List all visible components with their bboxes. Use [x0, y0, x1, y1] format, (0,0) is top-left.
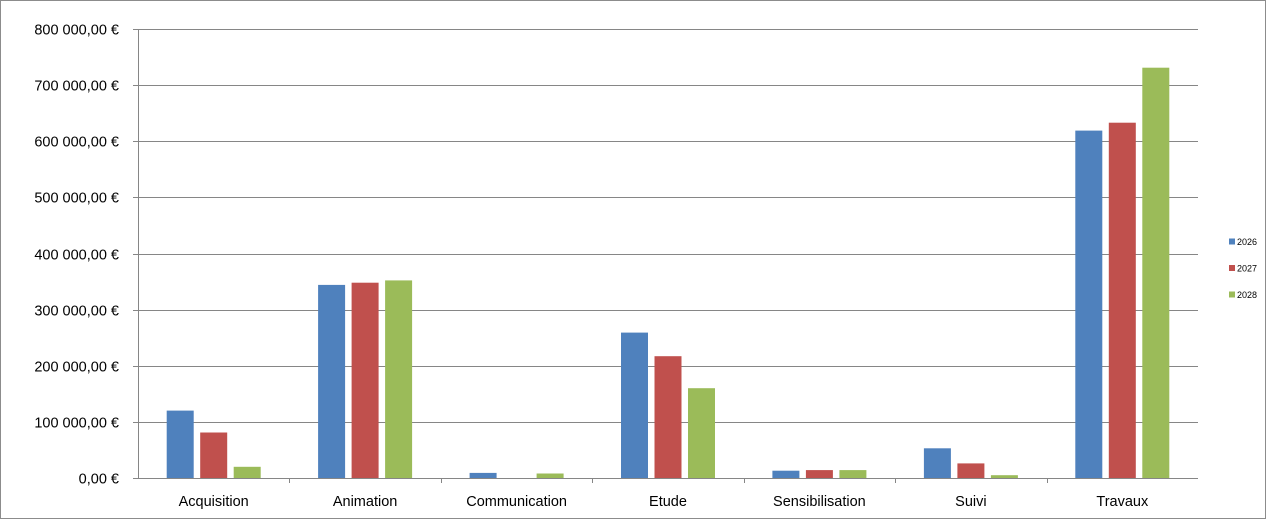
bar-2028-acquisition — [233, 466, 261, 478]
x-axis: Acquisition Animation Communication Etude Se… — [138, 478, 1198, 510]
bar-2028-etude — [688, 388, 715, 478]
bar-2027-suivi — [957, 463, 985, 478]
y-tick-label: 800 000,00 € — [34, 23, 119, 39]
bars — [166, 67, 1170, 478]
bar-2026-suivi — [923, 448, 951, 478]
legend-label: 2028 — [1237, 290, 1257, 300]
bar-2026-travaux — [1075, 130, 1103, 478]
legend-swatch-2026 — [1229, 238, 1235, 245]
y-tick-label: 400 000,00 € — [34, 248, 119, 264]
bar-2026-sensibilisation — [772, 470, 800, 478]
bar-2026-communication — [469, 472, 497, 478]
y-tick-label: 600 000,00 € — [34, 135, 119, 151]
bar-2026-animation — [318, 284, 346, 478]
y-tick-label: 200 000,00 € — [34, 360, 119, 376]
bar-2026-acquisition — [166, 410, 194, 478]
bar-2027-sensibilisation — [805, 470, 833, 478]
x-tick-label: Acquisition — [179, 494, 249, 510]
y-tick-label: 0,00 € — [79, 472, 119, 488]
x-tick-label: Sensibilisation — [773, 494, 866, 510]
bar-2028-sensibilisation — [839, 470, 867, 478]
y-tick-label: 100 000,00 € — [34, 416, 119, 432]
x-tick-label: Animation — [333, 494, 397, 510]
bar-2026-etude — [621, 332, 648, 478]
bar-2028-travaux — [1142, 67, 1170, 478]
y-tick-label: 500 000,00 € — [34, 191, 119, 207]
legend-swatch-2027 — [1229, 265, 1235, 271]
bar-2027-acquisition — [200, 432, 228, 478]
x-tick-label: Communication — [466, 494, 567, 510]
bar-2028-suivi — [990, 475, 1018, 478]
y-tick-label: 300 000,00 € — [34, 304, 119, 320]
y-tick-label: 700 000,00 € — [34, 79, 119, 95]
legend: 2026 2027 2028 — [1229, 237, 1257, 300]
bar-2027-travaux — [1108, 122, 1136, 478]
x-tick-label: Travaux — [1096, 494, 1149, 510]
x-tick-label: Suivi — [955, 494, 986, 510]
bar-2027-etude — [654, 356, 682, 478]
x-tick-label: Etude — [649, 494, 687, 510]
bar-2027-animation — [351, 282, 379, 478]
y-axis: 0,00 € 100 000,00 € 200 000,00 € 300 000,00… — [34, 23, 139, 488]
legend-label: 2026 — [1237, 237, 1257, 247]
legend-swatch-2028 — [1229, 291, 1235, 298]
bar-2028-communication — [536, 473, 564, 478]
bar-2028-animation — [385, 280, 413, 478]
legend-label: 2027 — [1237, 264, 1257, 274]
